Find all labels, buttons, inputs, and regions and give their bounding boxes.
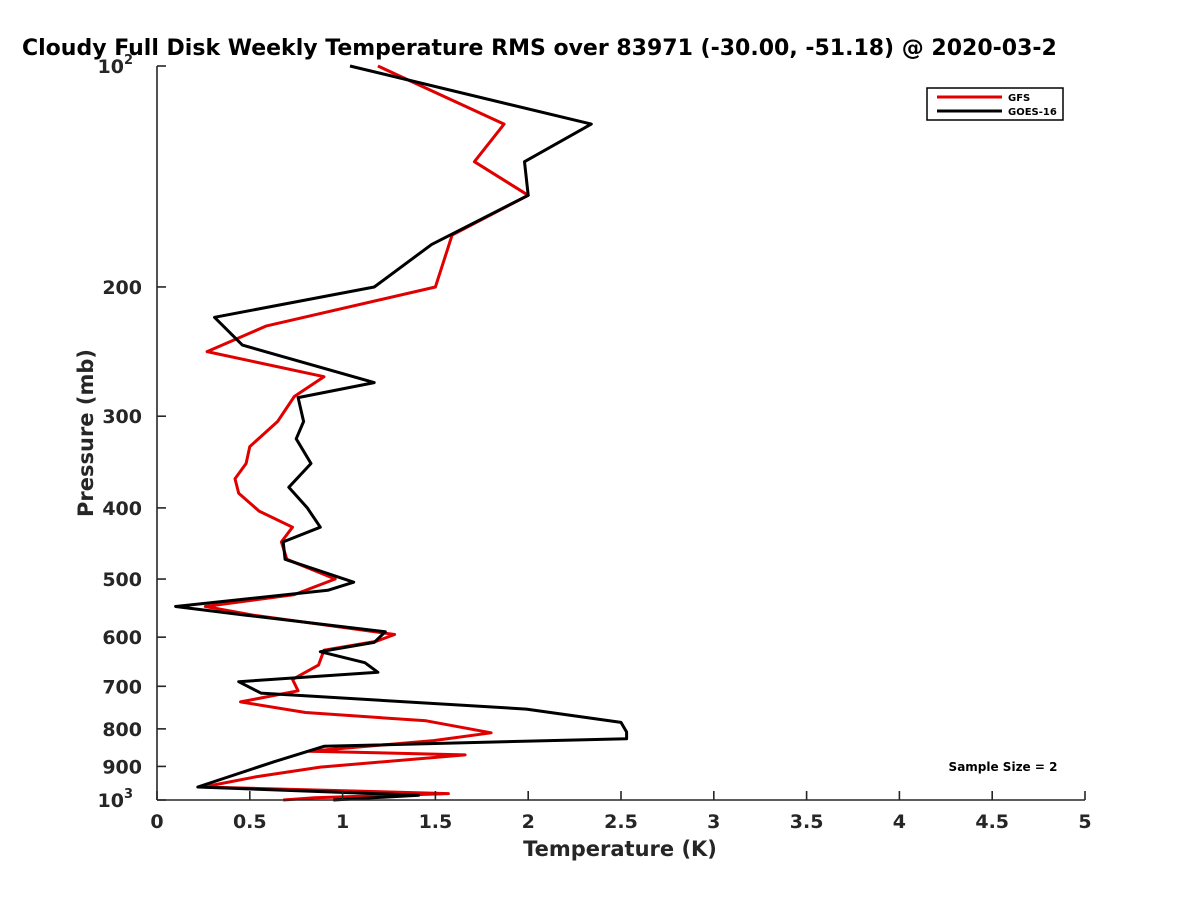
y-axis-label: Pressure (mb) <box>74 349 98 517</box>
y-tick-label: 103 <box>98 787 134 812</box>
legend: GFS GOES-16 <box>926 87 1064 121</box>
x-tick-label: 3.5 <box>790 811 824 833</box>
series-line-goes-16 <box>174 64 629 802</box>
y-tick-label: 300 <box>102 406 142 428</box>
legend-box <box>926 87 1064 121</box>
y-tick-label: 200 <box>102 277 142 299</box>
x-tick-label: 5 <box>1078 811 1091 833</box>
y-tick-label: 600 <box>102 627 142 649</box>
x-tick-label: 3 <box>707 811 720 833</box>
x-axis-label: Temperature (K) <box>523 837 717 861</box>
y-tick-label: 400 <box>102 498 142 520</box>
x-tick-label: 1.5 <box>419 811 453 833</box>
legend-label: GOES-16 <box>1008 107 1057 118</box>
y-tick-label: 900 <box>102 756 142 778</box>
x-tick-label: 2.5 <box>604 811 638 833</box>
x-tick-label: 0.5 <box>233 811 267 833</box>
x-tick-label: 4.5 <box>975 811 1009 833</box>
y-tick-label: 500 <box>102 569 142 591</box>
y-tick-label: 800 <box>102 719 142 741</box>
y-tick-label: 102 <box>98 53 134 78</box>
ticks-layer: 0 0.5 1 1.5 2 2.5 3 3.5 4 4.5 5 102 200 300 400 500 600 7… <box>98 53 1092 833</box>
x-tick-label: 1 <box>336 811 349 833</box>
y-tick-label: 700 <box>102 676 142 698</box>
x-tick-label: 4 <box>893 811 906 833</box>
series-layer <box>174 64 629 802</box>
sample-size-annotation: Sample Size = 2 <box>949 760 1058 774</box>
chart-title: Cloudy Full Disk Weekly Temperature RMS … <box>22 36 1057 61</box>
series-line-gfs <box>201 64 530 802</box>
x-tick-label: 2 <box>522 811 535 833</box>
legend-label: GFS <box>1008 93 1030 104</box>
x-tick-label: 0 <box>150 811 163 833</box>
